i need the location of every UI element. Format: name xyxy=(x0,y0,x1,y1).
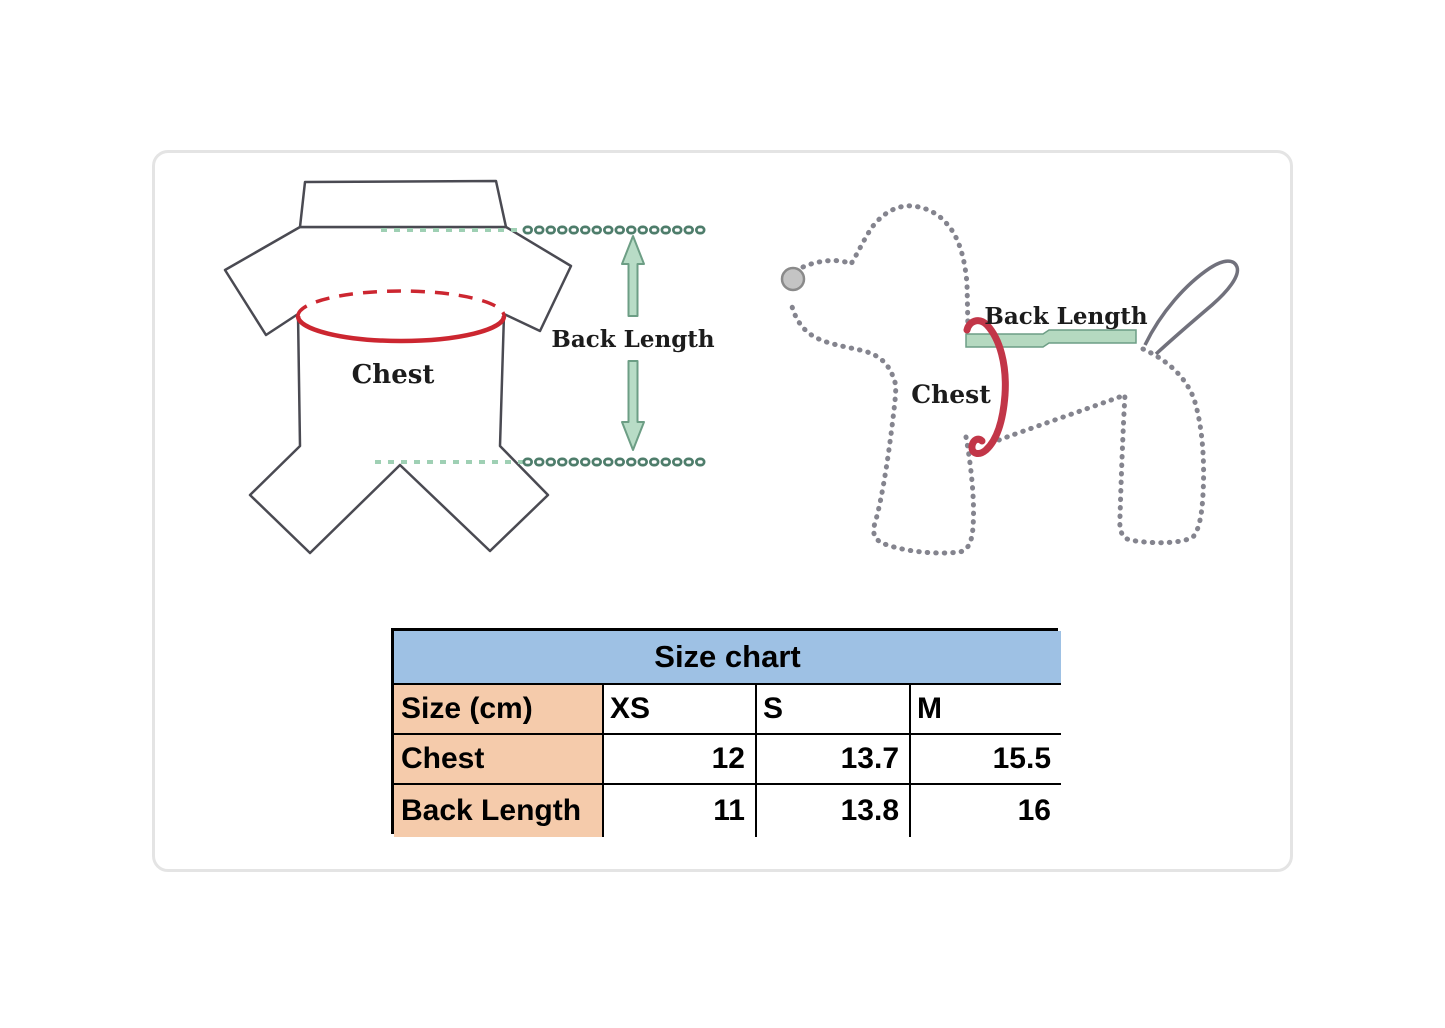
measurement-diagrams: Chest Back Length xyxy=(223,179,1240,556)
dog-tail xyxy=(1143,259,1240,356)
dog-back-length-bar xyxy=(965,329,1137,348)
cell-chest-m: 15.5 xyxy=(911,735,1061,785)
size-table: Size chart Size (cm) XS S M Chest 12 13.… xyxy=(391,628,1061,837)
cell-back-length-m: 16 xyxy=(911,785,1061,837)
dog-diagram: Back Length Chest xyxy=(780,203,1240,556)
dog-outline xyxy=(788,203,1207,556)
cell-chest-s: 13.7 xyxy=(757,735,911,785)
col-header-s: S xyxy=(757,685,911,735)
garment-diagram: Chest xyxy=(223,179,573,555)
cell-back-length-s: 13.8 xyxy=(757,785,911,837)
size-guide-card: Chest Back Length xyxy=(152,150,1293,872)
dog-nose xyxy=(780,266,806,292)
dog-chest-label: Chest xyxy=(911,380,991,409)
chest-ellipse-bottom xyxy=(295,315,507,344)
back-length-arrow-up xyxy=(621,235,645,317)
row-label-back-length: Back Length xyxy=(394,785,604,837)
back-length-arrow-down xyxy=(621,360,645,451)
col-header-m: M xyxy=(911,685,1061,735)
dog-chest-band xyxy=(963,317,1009,457)
row-label-chest: Chest xyxy=(394,735,604,785)
garment-body-outline xyxy=(223,225,573,555)
corner-header-cell: Size (cm) xyxy=(394,685,604,735)
col-header-xs: XS xyxy=(604,685,757,735)
table-title: Size chart xyxy=(394,631,1061,685)
garment-collar xyxy=(298,179,508,229)
garment-chest-label: Chest xyxy=(352,360,435,390)
back-length-measure: Back Length xyxy=(375,225,715,467)
cell-chest-xs: 12 xyxy=(604,735,757,785)
chest-ellipse-top xyxy=(296,289,506,317)
dog-back-length-label: Back Length xyxy=(984,303,1148,330)
cell-back-length-xs: 11 xyxy=(604,785,757,837)
garment-back-length-label: Back Length xyxy=(551,326,715,353)
